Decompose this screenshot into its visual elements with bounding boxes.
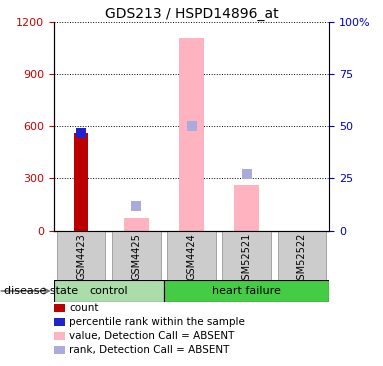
FancyBboxPatch shape — [167, 231, 216, 280]
Text: percentile rank within the sample: percentile rank within the sample — [69, 317, 245, 327]
Text: GSM4425: GSM4425 — [131, 233, 141, 280]
Point — [188, 123, 195, 129]
Bar — [234, 186, 259, 231]
FancyBboxPatch shape — [57, 231, 105, 280]
Text: disease state: disease state — [4, 286, 78, 296]
FancyBboxPatch shape — [112, 231, 160, 280]
Text: GSM52522: GSM52522 — [297, 233, 307, 287]
Text: control: control — [90, 286, 128, 296]
Bar — [124, 219, 149, 231]
Text: GSM4423: GSM4423 — [76, 233, 86, 280]
Text: heart failure: heart failure — [212, 286, 281, 296]
Point — [78, 130, 84, 135]
FancyBboxPatch shape — [278, 231, 326, 280]
Bar — [74, 133, 88, 231]
Text: rank, Detection Call = ABSENT: rank, Detection Call = ABSENT — [69, 345, 229, 355]
FancyBboxPatch shape — [164, 280, 329, 302]
FancyBboxPatch shape — [54, 280, 164, 302]
Text: GSM4424: GSM4424 — [187, 233, 196, 280]
Text: GSM52521: GSM52521 — [242, 233, 252, 286]
FancyBboxPatch shape — [223, 231, 271, 280]
Point — [244, 171, 250, 177]
Text: count: count — [69, 303, 98, 313]
Bar — [179, 38, 204, 231]
Title: GDS213 / HSPD14896_at: GDS213 / HSPD14896_at — [105, 7, 278, 21]
Text: value, Detection Call = ABSENT: value, Detection Call = ABSENT — [69, 331, 234, 341]
Point — [133, 203, 139, 209]
